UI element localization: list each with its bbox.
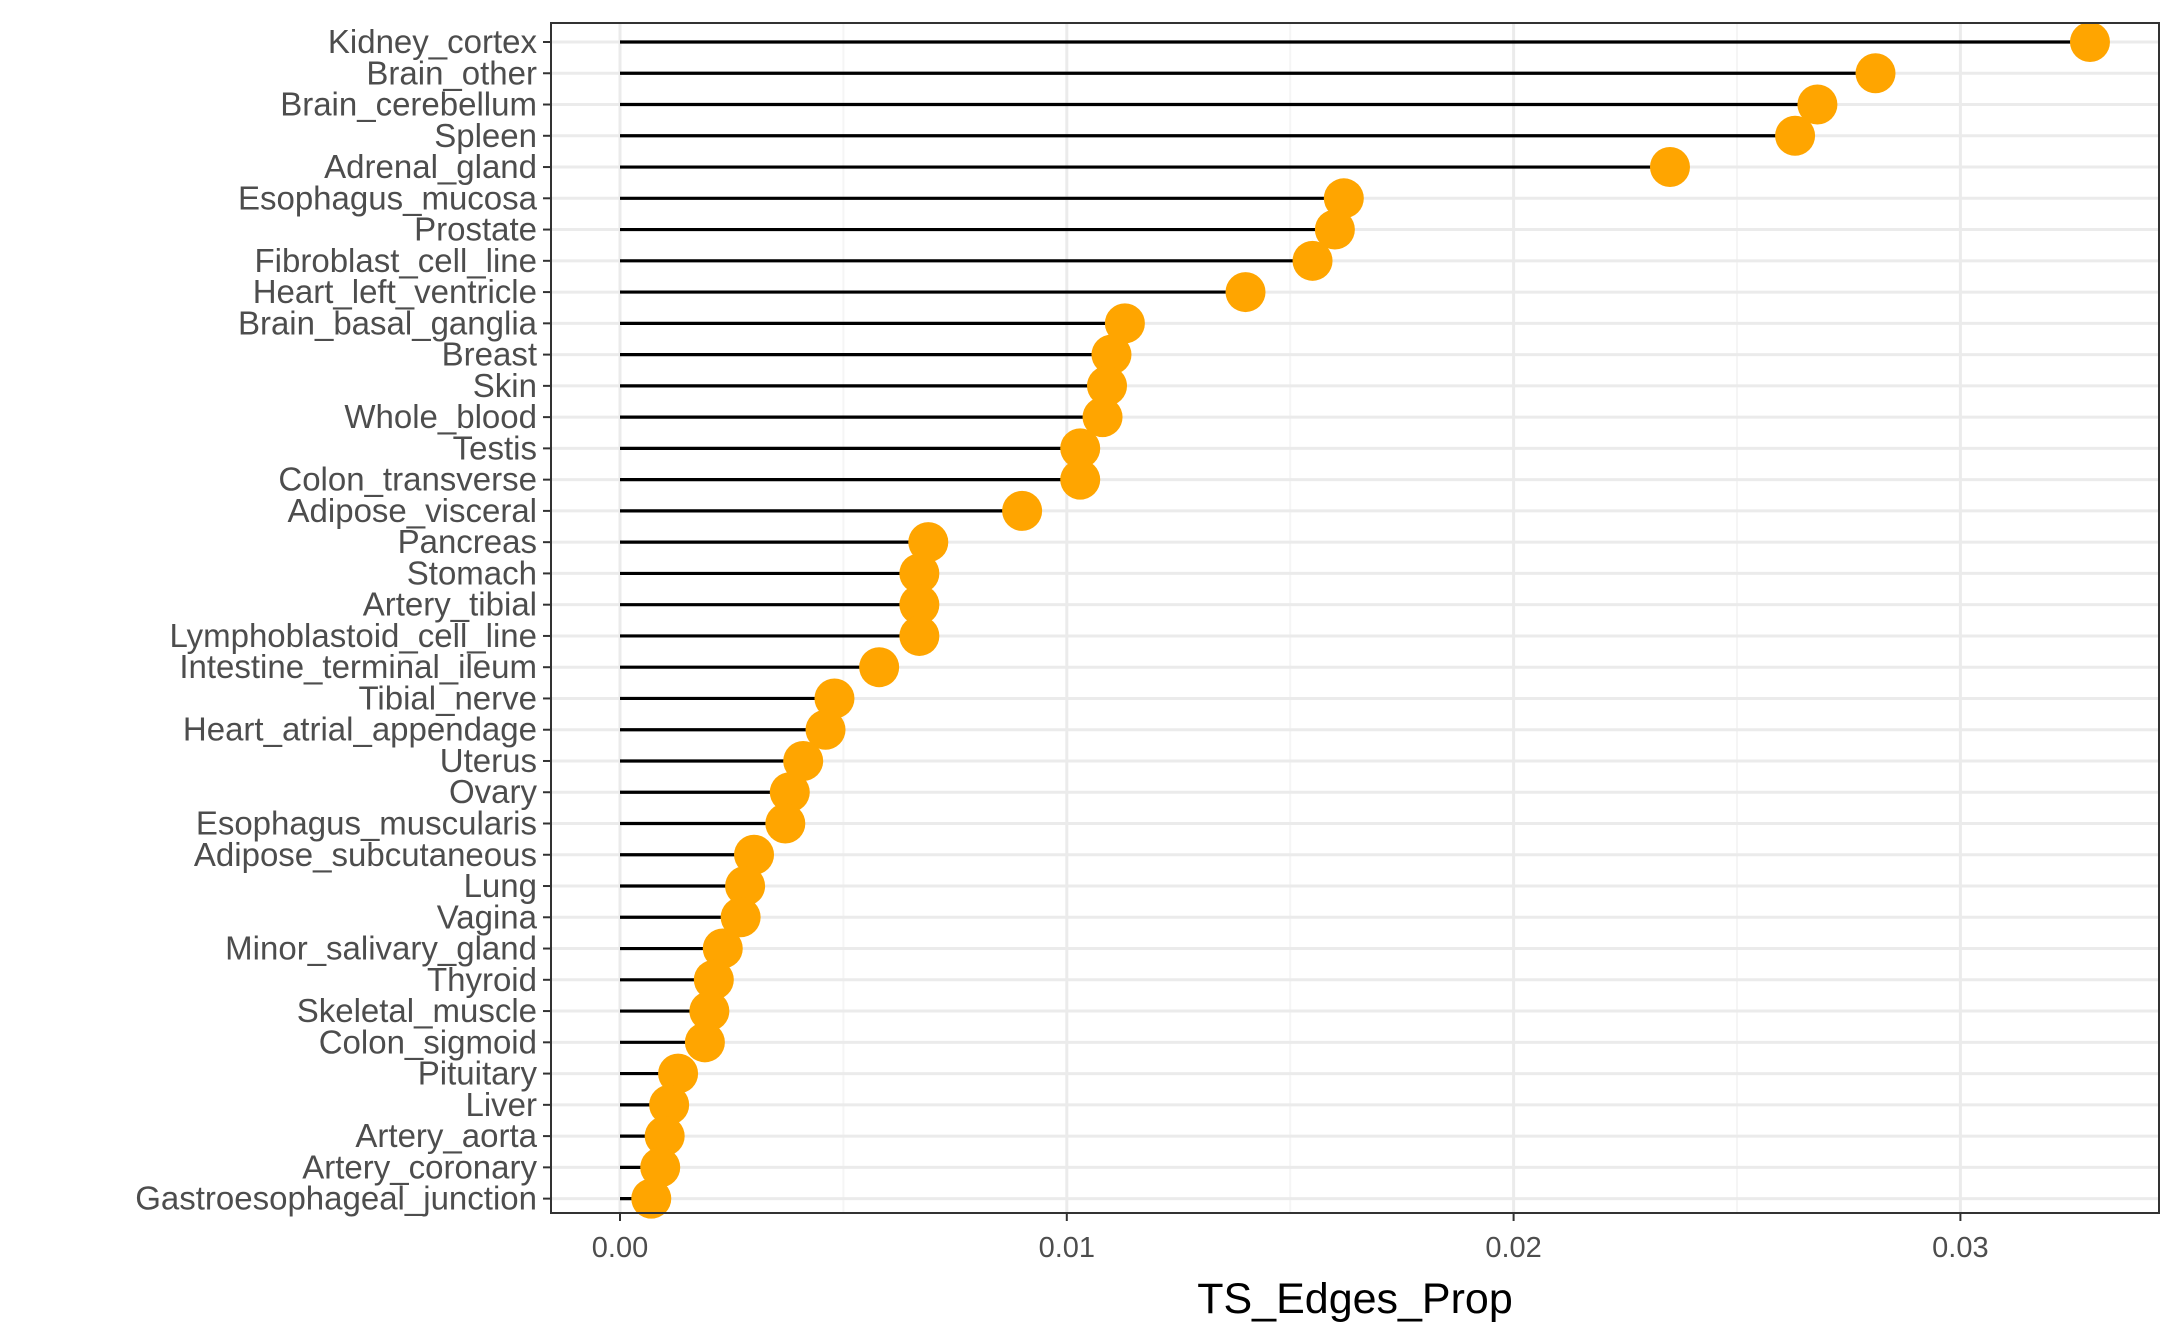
lollipop-point [814, 678, 855, 719]
lollipop-point [702, 928, 743, 969]
y-tick-label: Colon_sigmoid [319, 1023, 537, 1060]
y-tick-label: Gastroesophageal_junction [135, 1180, 537, 1217]
y-tick-label: Artery_coronary [302, 1148, 537, 1185]
lollipop-point [1855, 53, 1896, 94]
lollipop-point [899, 553, 940, 594]
y-tick-label: Vagina [437, 898, 538, 935]
lollipop-point [1082, 397, 1123, 438]
y-tick-label: Heart_atrial_appendage [183, 711, 537, 748]
y-axis: Kidney_cortexBrain_otherBrain_cerebellum… [135, 23, 551, 1217]
lollipop-point [689, 991, 730, 1032]
lollipop-point [899, 615, 940, 656]
lollipop-point [1091, 334, 1132, 375]
y-tick-label: Whole_blood [344, 398, 537, 435]
lollipop-point [631, 1178, 672, 1219]
y-tick-label: Adipose_subcutaneous [194, 836, 537, 873]
y-tick-label: Esophagus_muscularis [196, 805, 537, 842]
lollipop-point [899, 584, 940, 625]
y-tick-label: Lung [464, 867, 537, 904]
y-tick-label: Brain_basal_ganglia [238, 304, 538, 341]
point-layer [631, 22, 2110, 1219]
y-tick-label: Intestine_terminal_ileum [179, 648, 537, 685]
y-tick-label: Pituitary [418, 1055, 538, 1092]
y-tick-label: Pancreas [398, 523, 537, 560]
lollipop-point [720, 897, 761, 938]
panel-border [550, 22, 2160, 1214]
lollipop-point [1060, 428, 1101, 469]
x-axis-title: TS_Edges_Prop [1197, 1275, 1513, 1323]
y-tick-label: Skin [473, 367, 537, 404]
y-tick-label: Artery_aorta [355, 1117, 537, 1154]
lollipop-point [2069, 22, 2110, 62]
lollipop-point [859, 647, 900, 688]
x-tick-label: 0.00 [592, 1232, 648, 1264]
lollipop-point [644, 1116, 685, 1157]
y-tick-label: Thyroid [427, 961, 537, 998]
lollipop-point [805, 709, 846, 750]
y-tick-label: Spleen [434, 117, 537, 154]
y-tick-label: Fibroblast_cell_line [255, 242, 537, 279]
lollipop-point [1314, 209, 1355, 250]
lollipop-point [1797, 84, 1838, 125]
lollipop-point [1292, 240, 1333, 281]
y-tick-label: Heart_left_ventricle [253, 273, 537, 310]
lollipop-point [765, 803, 806, 844]
lollipop-point [640, 1147, 681, 1188]
lollipop-point [1104, 303, 1145, 344]
lollipop-point [1225, 272, 1266, 313]
lollipop-point [1002, 490, 1043, 531]
y-tick-label: Brain_cerebellum [280, 86, 537, 123]
lollipop-point [1775, 115, 1816, 156]
lollipop-point [1060, 459, 1101, 500]
lollipop-point [1649, 147, 1690, 188]
lollipop-point [1323, 178, 1364, 219]
lollipop-point [734, 834, 775, 875]
y-tick-label: Artery_tibial [363, 586, 537, 623]
y-tick-label: Adipose_visceral [288, 492, 537, 529]
y-tick-label: Liver [465, 1086, 537, 1123]
y-tick-label: Esophagus_mucosa [238, 179, 538, 216]
lollipop-point [783, 740, 824, 781]
y-tick-label: Prostate [414, 211, 537, 248]
y-tick-label: Skeletal_muscle [297, 992, 537, 1029]
lollipop-point [649, 1084, 690, 1125]
x-tick-label: 0.03 [1932, 1232, 1988, 1264]
y-tick-label: Ovary [449, 773, 538, 810]
y-tick-label: Colon_transverse [278, 461, 537, 498]
x-tick-label: 0.01 [1039, 1232, 1095, 1264]
y-tick-label: Minor_salivary_gland [225, 930, 537, 967]
x-axis: 0.00 0.01 0.02 0.03 [592, 1213, 1989, 1264]
lollipop-point [725, 866, 766, 907]
lollipop-point [693, 959, 734, 1000]
y-tick-label: Testis [453, 429, 537, 466]
y-tick-label: Breast [442, 336, 537, 373]
y-tick-label: Kidney_cortex [328, 23, 538, 60]
y-tick-label: Tibial_nerve [358, 679, 537, 716]
lollipop-point [658, 1053, 699, 1094]
lollipop-point [769, 772, 810, 813]
y-tick-label: Lymphoblastoid_cell_line [169, 617, 537, 654]
y-tick-label: Brain_other [366, 54, 537, 91]
segment-layer [620, 40, 2090, 1201]
x-tick-label: 0.02 [1485, 1232, 1541, 1264]
y-tick-label: Adrenal_gland [324, 148, 537, 185]
lollipop-point [908, 522, 949, 563]
lollipop-point [684, 1022, 725, 1063]
lollipop-point [1087, 365, 1128, 406]
y-tick-label: Stomach [407, 554, 537, 591]
y-tick-label: Uterus [440, 742, 537, 779]
